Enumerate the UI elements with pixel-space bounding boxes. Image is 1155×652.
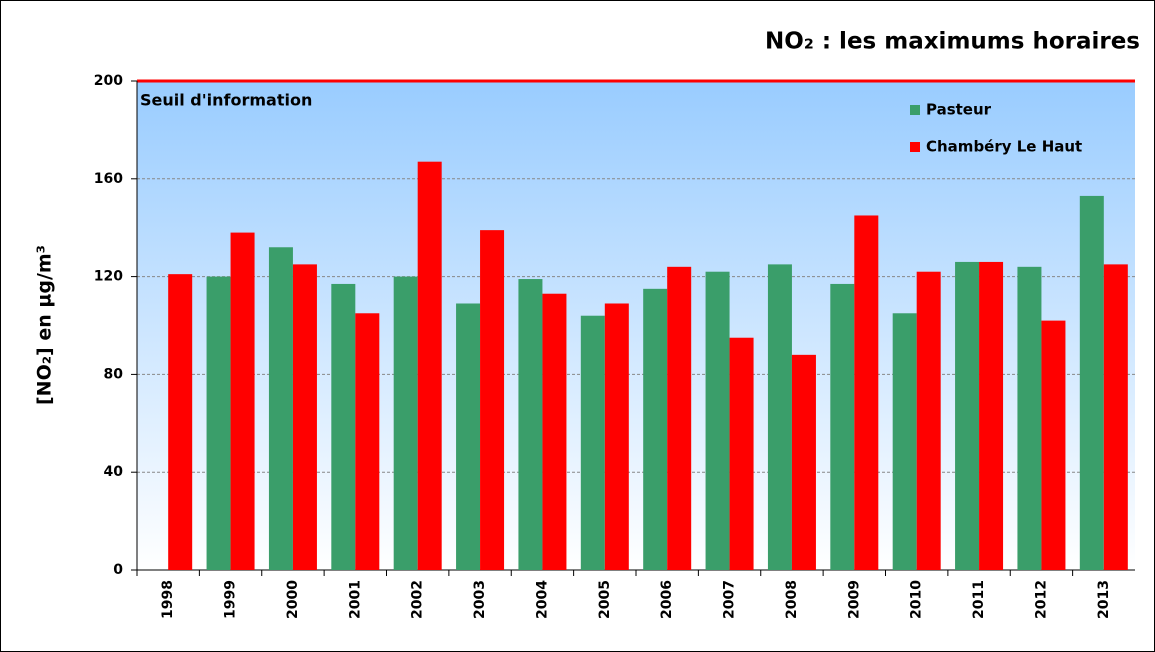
x-tick-label: 2006	[659, 580, 675, 619]
bar	[542, 293, 567, 570]
x-tick-label: 2009	[846, 580, 862, 619]
x-tick-label: 2008	[784, 580, 800, 619]
bar	[979, 261, 1004, 570]
bar	[830, 283, 855, 570]
x-tick-label: 2000	[285, 580, 301, 619]
bar	[854, 215, 879, 570]
bar	[705, 271, 730, 570]
bar	[417, 161, 442, 570]
bar	[518, 279, 543, 570]
bar	[331, 283, 356, 570]
bar	[268, 247, 293, 570]
bar	[1017, 266, 1042, 570]
legend-label: Chambéry Le Haut	[926, 138, 1082, 156]
bar	[604, 303, 629, 570]
y-tick-label: 160	[94, 171, 123, 187]
y-tick-label: 0	[113, 562, 123, 578]
bar	[767, 264, 792, 570]
x-tick-label: 2012	[1033, 580, 1049, 619]
x-tick-label: 1999	[223, 580, 239, 619]
bar	[667, 266, 692, 570]
legend-swatch	[910, 105, 920, 115]
y-tick-label: 40	[104, 464, 124, 480]
bar	[892, 313, 917, 570]
bar	[1041, 320, 1066, 570]
y-tick-label: 200	[94, 73, 123, 89]
bar	[230, 232, 255, 570]
x-tick-label: 2013	[1096, 580, 1112, 619]
bar	[355, 313, 380, 570]
threshold-label: Seuil d'information	[140, 91, 312, 110]
legend-swatch	[910, 142, 920, 152]
y-axis-label: [NO₂] en µg/m³	[34, 245, 56, 405]
y-tick-label: 80	[104, 366, 124, 382]
x-tick-label: 2001	[347, 580, 363, 619]
bar	[955, 261, 980, 570]
bar	[1103, 264, 1128, 570]
bar	[916, 271, 941, 570]
bar	[1079, 195, 1104, 571]
bar	[791, 354, 816, 570]
legend-label: Pasteur	[926, 101, 992, 119]
x-tick-label: 1998	[160, 580, 176, 619]
x-tick-label: 2004	[534, 580, 550, 619]
bar	[480, 230, 505, 570]
x-tick-label: 2011	[971, 580, 987, 619]
bar	[456, 303, 481, 570]
bar	[729, 337, 754, 570]
x-tick-label: 2003	[472, 580, 488, 619]
bar	[643, 288, 668, 570]
bar	[168, 274, 193, 570]
x-tick-label: 2007	[722, 580, 738, 619]
chart-title: NO₂ : les maximums horaires	[765, 29, 1140, 55]
x-tick-label: 2002	[410, 580, 426, 619]
x-tick-label: 2010	[909, 580, 925, 619]
x-tick-label: 2005	[597, 580, 613, 619]
y-tick-label: 120	[94, 269, 123, 285]
bar	[580, 315, 605, 570]
bar	[292, 264, 317, 570]
bar	[393, 276, 418, 570]
bar	[206, 276, 231, 570]
